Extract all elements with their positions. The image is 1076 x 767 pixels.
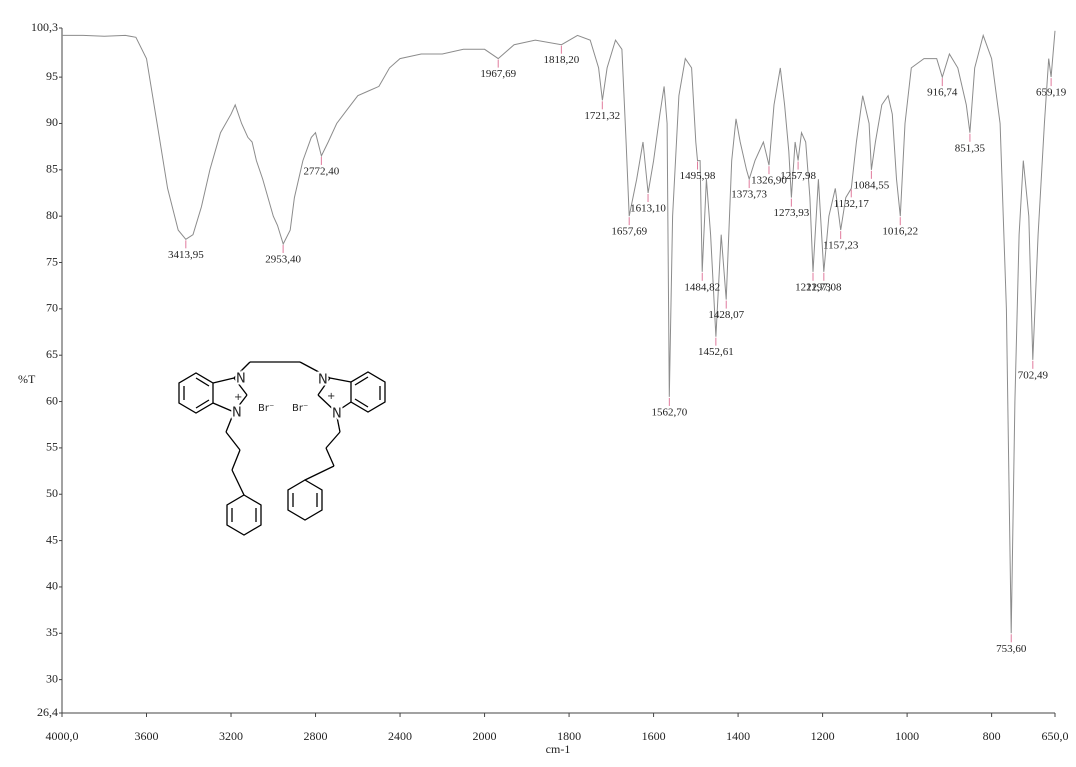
peak-label: 1016,22 [882,226,918,238]
peak-label: 1257,98 [780,170,816,182]
peak-label: 916,74 [927,87,958,99]
peak-label: 1157,23 [823,240,859,252]
y-tick-label: 95 [46,69,58,83]
y-tick-label: 35 [46,625,58,639]
atom-label: N [232,406,242,421]
y-tick-label: 100,3 [31,20,58,34]
peak-label: 1721,32 [584,110,620,122]
x-tick-label: 1400 [726,729,750,743]
x-tick-label: 3600 [135,729,159,743]
bond [225,431,241,451]
atom-label: N [332,407,342,422]
y-tick-label: 70 [46,301,58,315]
peak-label: 1084,55 [854,179,890,191]
bond [233,361,251,379]
bond [231,469,245,496]
x-tick-label: 1600 [642,729,666,743]
y-tick-label: 55 [46,440,58,454]
peak-label: 1613,10 [630,203,666,215]
peak-label: 753,60 [996,643,1027,655]
peak-label: 851,35 [955,142,986,154]
bond [317,394,337,413]
charge-label: + [327,391,335,402]
bond [195,399,210,409]
x-axis-label: cm-1 [546,742,571,756]
benzene-ring [226,494,262,536]
y-tick-label: 26,4 [37,705,58,719]
peak-label: 1373,73 [731,189,767,201]
peak-label: 1818,20 [543,54,579,66]
spectrum-line [62,30,1056,634]
peak-label: 3413,95 [168,249,204,261]
y-tick-label: 45 [46,532,58,546]
x-tick-label: 650,0 [1042,729,1069,743]
peak-label: 1326,90 [751,175,787,187]
peak-label: 1132,17 [834,198,870,210]
x-tick-label: 1200 [811,729,835,743]
y-tick-label: 40 [46,579,58,593]
counterion-label: Br⁻ [292,403,308,414]
x-tick-label: 4000,0 [46,729,79,743]
bond [329,377,352,383]
peak-label: 1967,69 [480,68,516,80]
peak-label: 1495,98 [680,170,716,182]
bond [212,402,235,413]
peak-label: 1657,69 [611,226,647,238]
bond [325,431,341,449]
counterion-label: Br⁻ [258,403,274,414]
x-tick-label: 2800 [304,729,328,743]
x-tick-label: 1800 [557,729,581,743]
bond [212,377,235,384]
y-tick-label: 60 [46,393,58,407]
peak-label: 2953,40 [265,254,301,266]
peak-label: 1222,73 [795,281,831,293]
peak-label: 1452,61 [698,346,734,358]
bond [354,376,369,386]
y-tick-label: 85 [46,162,58,176]
peak-label: 1562,70 [651,406,687,418]
bond [317,377,331,396]
x-tick-label: 2400 [388,729,412,743]
benzene-ring [287,479,323,521]
bond [325,447,335,467]
bond [231,449,241,471]
atom-label: N [318,373,328,388]
peak-label: 1197,08 [806,281,842,293]
y-tick-label: 65 [46,347,58,361]
peak-label: 702,49 [1018,369,1049,381]
bond [225,411,235,433]
bond [304,465,335,481]
structure: N N N N + + Br⁻ Br⁻ [178,361,386,536]
bond [195,377,210,387]
y-tick-label: 50 [46,486,58,500]
y-tick-label: 75 [46,254,58,268]
peak-label: 1428,07 [708,309,744,321]
charge-label: + [234,392,242,403]
bond [335,411,341,433]
peak-label: 1484,82 [684,281,720,293]
bond [335,401,352,413]
bond [299,361,331,379]
bond [354,398,369,408]
peak-label: 1273,93 [773,207,809,219]
bond [233,377,248,396]
bond [233,394,248,413]
y-tick-label: 30 [46,671,58,685]
peak-label: 659,19 [1036,87,1067,99]
x-tick-label: 800 [983,729,1001,743]
y-axis-label: %T [18,372,36,386]
y-tick-label: 90 [46,115,58,129]
atom-label: N [236,372,246,387]
peak-label: 2772,40 [303,165,339,177]
y-tick-label: 80 [46,208,58,222]
x-tick-label: 3200 [219,729,243,743]
x-tick-label: 2000 [473,729,497,743]
x-tick-label: 1000 [895,729,919,743]
